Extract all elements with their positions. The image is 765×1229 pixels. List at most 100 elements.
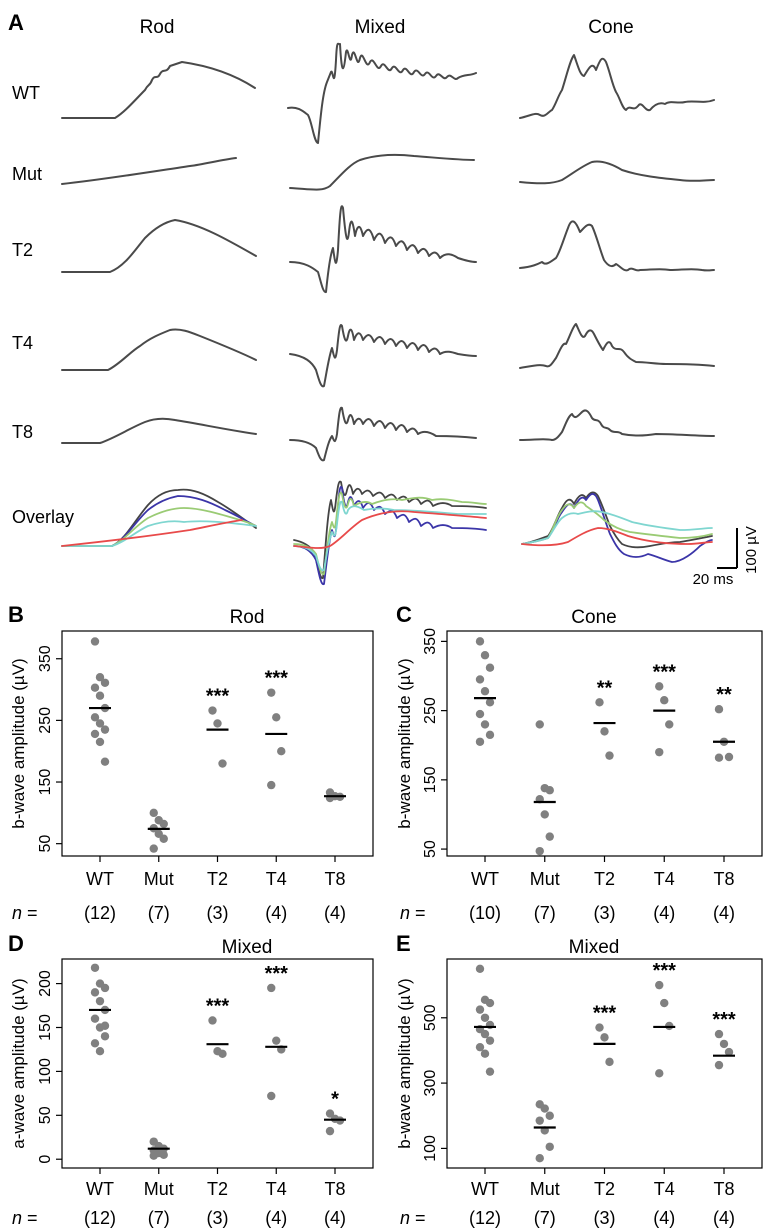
overlay-cone-t4 bbox=[521, 501, 713, 545]
data-point-b-WT-10 bbox=[95, 737, 105, 747]
n-count-e-T4: (4) bbox=[653, 1208, 675, 1228]
data-point-e-T8-1 bbox=[719, 1039, 729, 1049]
data-point-d-T8-3 bbox=[325, 1126, 335, 1136]
data-point-e-WT-7 bbox=[480, 1029, 490, 1039]
panel-d-n-label: n = bbox=[12, 1208, 38, 1228]
x-tick-label-b-T8: T8 bbox=[324, 869, 345, 889]
data-point-c-WT-4 bbox=[480, 687, 490, 696]
panel-b-plot-frame bbox=[61, 630, 374, 857]
data-point-e-Mut-1 bbox=[540, 1104, 549, 1113]
data-point-b-T2-1 bbox=[213, 719, 222, 728]
data-point-b-WT-7 bbox=[95, 719, 105, 728]
significance-c-T8: ** bbox=[716, 684, 732, 706]
data-point-b-Mut-0 bbox=[149, 808, 158, 818]
panel-e: E Mixed 100 300 500 b-wave amplitude (µV) WT (1… bbox=[395, 931, 763, 1228]
panel-e-letter: E bbox=[396, 931, 411, 956]
data-point-d-T8-0 bbox=[325, 1109, 335, 1118]
n-count-b-T2: (3) bbox=[207, 903, 229, 923]
panel-a-letter: A bbox=[8, 10, 24, 35]
trace-t2-mixed bbox=[289, 205, 477, 293]
data-point-b-T4-3 bbox=[267, 780, 276, 790]
data-point-c-WT-0 bbox=[475, 637, 485, 646]
data-point-e-WT-9 bbox=[475, 1042, 485, 1052]
panel-c-n-label: n = bbox=[400, 903, 426, 923]
data-point-c-Mut-2 bbox=[545, 786, 554, 795]
y-tick-label-e-300: 300 bbox=[422, 1070, 439, 1097]
data-point-c-T4-0 bbox=[655, 682, 664, 691]
data-point-e-T4-3 bbox=[655, 1069, 664, 1078]
x-tick-label-d-T2: T2 bbox=[207, 1179, 228, 1199]
row-label-mut: Mut bbox=[12, 164, 42, 184]
trace-mut-mixed bbox=[289, 153, 475, 191]
n-count-c-T8: (4) bbox=[713, 903, 735, 923]
data-point-e-WT-2 bbox=[485, 998, 495, 1008]
y-tick-label-e-500: 500 bbox=[422, 1004, 439, 1031]
data-point-c-WT-2 bbox=[485, 663, 495, 672]
data-point-d-Mut-6 bbox=[149, 1151, 158, 1160]
overlay-cone-wt bbox=[521, 491, 713, 549]
trace-mut-rod bbox=[61, 157, 237, 185]
data-point-c-Mut-5 bbox=[545, 832, 554, 841]
overlay-rod-mut bbox=[61, 519, 243, 547]
overlay-cone-t8 bbox=[521, 510, 713, 545]
trace-wt-mixed bbox=[287, 42, 477, 144]
n-count-c-WT: (10) bbox=[469, 903, 501, 923]
data-point-c-WT-7 bbox=[480, 720, 490, 729]
panel-c-ylabel: b-wave amplitude (µV) bbox=[395, 658, 414, 828]
panel-d-ylabel: a-wave amplitude (µV) bbox=[9, 978, 28, 1148]
y-tick-label-e-100: 100 bbox=[422, 1135, 439, 1162]
data-point-c-T2-1 bbox=[600, 727, 609, 736]
significance-c-T2: ** bbox=[597, 677, 613, 699]
data-point-b-WT-1 bbox=[95, 673, 105, 682]
data-point-d-T4-0 bbox=[267, 983, 276, 993]
scale-bar-voltage-label: 100 µV bbox=[743, 526, 760, 574]
row-label-t4: T4 bbox=[12, 333, 33, 353]
overlay-mixed-wt bbox=[293, 480, 487, 579]
overlay-mixed-mut bbox=[293, 510, 487, 549]
n-count-b-Mut: (7) bbox=[148, 903, 170, 923]
trace-t2-rod bbox=[61, 219, 257, 273]
data-point-b-WT-6 bbox=[90, 713, 100, 722]
data-point-e-T8-0 bbox=[714, 1029, 724, 1039]
x-tick-label-c-T4: T4 bbox=[654, 869, 675, 889]
erg-traces bbox=[61, 42, 715, 586]
scale-bar: 100 µV 20 ms bbox=[693, 526, 760, 588]
data-point-e-T2-2 bbox=[605, 1057, 614, 1067]
n-count-c-T2: (3) bbox=[594, 903, 616, 923]
panel-b-letter: B bbox=[8, 602, 24, 627]
panel-e-n-label: n = bbox=[400, 1208, 426, 1228]
data-point-e-T4-1 bbox=[660, 998, 669, 1008]
panel-b-ylabel: b-wave amplitude (µV) bbox=[9, 658, 28, 828]
data-point-b-WT-9 bbox=[90, 729, 100, 739]
data-point-c-T2-2 bbox=[605, 751, 614, 760]
panel-b-n-label: n = bbox=[12, 903, 38, 923]
data-point-d-WT-9 bbox=[90, 1039, 100, 1048]
trace-t8-cone bbox=[519, 409, 715, 441]
data-point-c-T4-1 bbox=[660, 696, 669, 705]
significance-d-T8: * bbox=[331, 1089, 339, 1111]
significance-b-T2: *** bbox=[206, 686, 230, 708]
significance-d-T2: *** bbox=[206, 995, 230, 1017]
data-point-d-WT-11 bbox=[100, 1021, 110, 1030]
data-point-b-Mut-2 bbox=[159, 819, 168, 829]
n-count-d-T8: (4) bbox=[324, 1208, 346, 1228]
n-label-symbol: n bbox=[12, 903, 22, 923]
x-tick-label-d-T8: T8 bbox=[324, 1179, 345, 1199]
n-count-d-Mut: (7) bbox=[148, 1208, 170, 1228]
n-count-e-T8: (4) bbox=[713, 1208, 735, 1228]
panel-c-plot-frame bbox=[446, 630, 763, 857]
x-tick-label-e-Mut: Mut bbox=[530, 1179, 560, 1199]
y-tick-label-d-200: 200 bbox=[37, 970, 54, 997]
x-tick-label-d-Mut: Mut bbox=[144, 1179, 174, 1199]
n-count-b-T4: (4) bbox=[265, 903, 287, 923]
panel-e-ylabel: b-wave amplitude (µV) bbox=[395, 978, 414, 1148]
data-point-e-Mut-3 bbox=[535, 1116, 544, 1125]
y-tick-label-c-50: 50 bbox=[422, 840, 439, 858]
n-count-e-T2: (3) bbox=[594, 1208, 616, 1228]
significance-c-T4: *** bbox=[653, 661, 677, 683]
row-label-overlay: Overlay bbox=[12, 507, 74, 527]
n-count-c-Mut: (7) bbox=[534, 903, 556, 923]
overlay-mixed-t4 bbox=[293, 491, 487, 576]
row-label-wt: WT bbox=[12, 83, 40, 103]
data-point-c-Mut-6 bbox=[535, 846, 544, 856]
